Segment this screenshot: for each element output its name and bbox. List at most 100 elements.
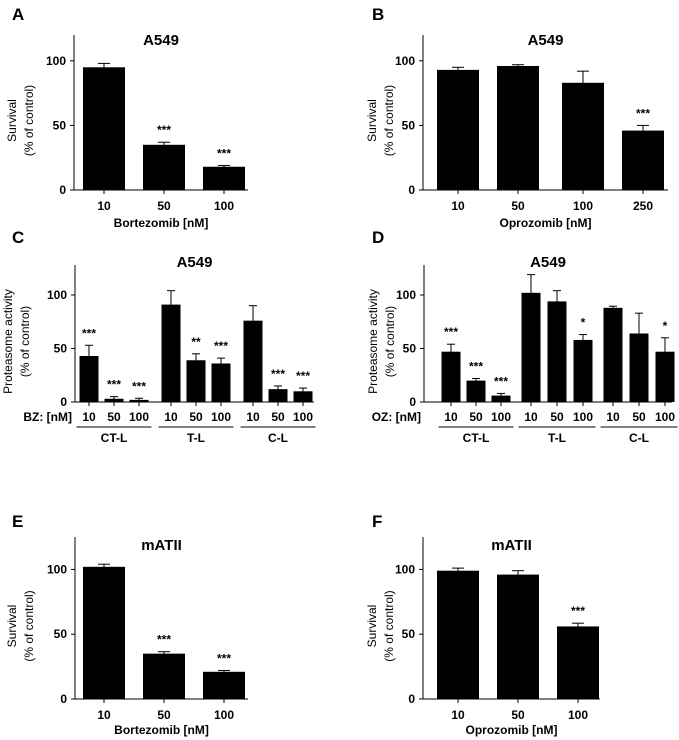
x-tick-label: 10 [524, 410, 538, 424]
x-tick-label: 50 [511, 199, 525, 213]
bar [497, 66, 539, 190]
panel-label: D [372, 228, 384, 247]
significance-marker: *** [271, 367, 285, 381]
bar [562, 82, 604, 190]
bar [622, 130, 664, 190]
panel-C: C A549 Proteasome activity (% of control) 0 5… [1, 228, 316, 445]
panel-label: F [372, 512, 382, 531]
bar [293, 391, 313, 402]
x-tick-label: 10 [451, 199, 465, 213]
x-tick-label: 100 [293, 410, 313, 424]
significance-marker: *** [107, 378, 121, 392]
x-tick-label: 100 [573, 199, 593, 213]
significance-marker: *** [494, 374, 508, 388]
x-prefix-label: BZ: [nM] [23, 410, 72, 424]
group-label: C-L [629, 431, 649, 445]
significance-marker: *** [217, 651, 231, 665]
bar [243, 320, 263, 402]
y-axis-label-units: (% of control) [22, 85, 36, 156]
x-tick-label: 100 [568, 708, 588, 722]
bar [603, 307, 623, 402]
y-tick-label: 100 [396, 288, 416, 302]
panel-B: B A549 Survival (% of control) 0 50 100 10 50 100… [365, 5, 668, 230]
bar [83, 67, 125, 190]
x-tick-label: 10 [82, 410, 96, 424]
significance-marker: *** [132, 379, 146, 393]
y-tick-label: 0 [408, 692, 415, 706]
x-tick-label: 10 [451, 708, 465, 722]
x-tick-label: 50 [157, 708, 171, 722]
bar [79, 355, 99, 402]
x-tick-label: 100 [655, 410, 675, 424]
chart-title: mATII [141, 537, 182, 554]
y-tick-label: 100 [395, 54, 415, 68]
x-tick-label: 100 [211, 410, 231, 424]
x-axis-label: Oprozomib [nM] [500, 216, 592, 230]
x-tick-label: 50 [107, 410, 121, 424]
panel-A: A A549 Survival (% of control) 0 50 100 10 *** 50… [5, 5, 248, 230]
y-axis-label-units: (% of control) [383, 306, 397, 377]
x-tick-label: 50 [511, 708, 525, 722]
bar [203, 671, 245, 699]
x-tick-label: 50 [632, 410, 646, 424]
x-tick-label: 10 [444, 410, 458, 424]
x-tick-label: 100 [573, 410, 593, 424]
significance-marker: * [663, 319, 668, 333]
y-tick-label: 50 [402, 627, 416, 641]
x-tick-label: 50 [469, 410, 483, 424]
significance-marker: ** [191, 335, 201, 349]
chart-title: A549 [530, 254, 566, 271]
x-tick-label: 10 [97, 199, 111, 213]
y-tick-label: 0 [408, 183, 415, 197]
bar [491, 395, 511, 402]
x-tick-label: 50 [271, 410, 285, 424]
x-tick-label: 10 [246, 410, 260, 424]
y-axis-label: Survival [365, 99, 379, 142]
significance-marker: * [581, 316, 586, 330]
y-tick-label: 50 [403, 341, 417, 355]
bar [437, 69, 479, 190]
chart-title: A549 [177, 254, 213, 271]
y-tick-label: 100 [47, 562, 67, 576]
significance-marker: *** [444, 325, 458, 339]
panel-label: C [12, 228, 24, 247]
bar [186, 360, 206, 402]
significance-marker: *** [217, 146, 231, 160]
y-tick-label: 50 [54, 341, 68, 355]
bar [466, 380, 486, 402]
y-axis-label-units: (% of control) [382, 590, 396, 661]
bar [143, 144, 185, 190]
y-tick-label: 0 [60, 395, 67, 409]
x-tick-label: 100 [214, 708, 234, 722]
chart-title: mATII [491, 537, 532, 554]
y-axis-label: Survival [5, 99, 19, 142]
x-axis-label: Oprozomib [nM] [466, 723, 558, 737]
significance-marker: *** [157, 123, 171, 137]
y-tick-label: 100 [46, 54, 66, 68]
y-tick-label: 100 [395, 562, 415, 576]
y-tick-label: 50 [402, 118, 416, 132]
group-label: T-L [548, 431, 566, 445]
bar [629, 333, 649, 402]
panel-label: B [372, 5, 384, 24]
group-label: C-L [268, 431, 288, 445]
y-tick-label: 0 [60, 692, 67, 706]
significance-marker: *** [157, 633, 171, 647]
group-label: T-L [187, 431, 205, 445]
y-tick-label: 0 [409, 395, 416, 409]
x-tick-label: 100 [491, 410, 511, 424]
group-label: CT-L [101, 431, 128, 445]
y-tick-label: 100 [47, 288, 67, 302]
bar [521, 292, 541, 402]
chart-title: A549 [143, 32, 179, 49]
bar [211, 363, 231, 402]
bar [437, 570, 479, 699]
y-tick-label: 50 [54, 627, 68, 641]
bar [547, 301, 567, 402]
x-axis-label: Bortezomib [nM] [114, 216, 209, 230]
y-axis-label: Proteasome activity [1, 289, 15, 394]
significance-marker: *** [82, 326, 96, 340]
x-axis-label: Bortezomib [nM] [114, 723, 209, 737]
y-axis-label-units: (% of control) [382, 85, 396, 156]
